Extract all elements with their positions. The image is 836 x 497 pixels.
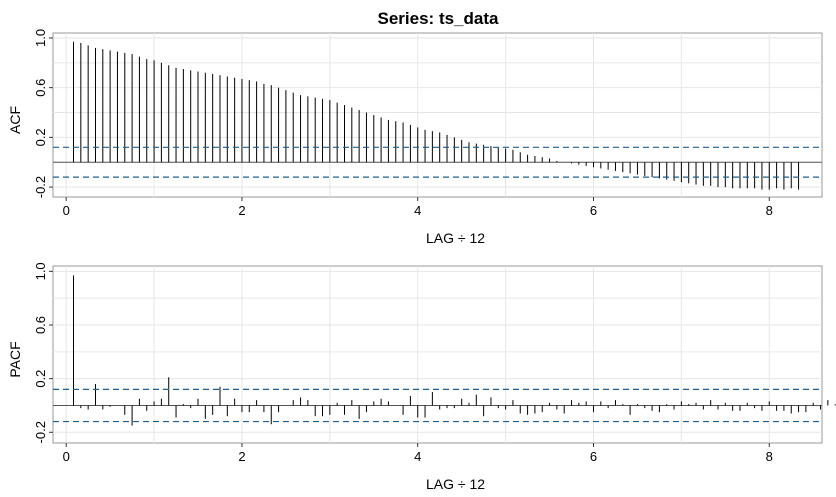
acf-panel: 0 2 4 6 8 -0.2 0.2 0.6 1.0 LAG ÷ 12 ACF	[7, 29, 823, 246]
acf-bars	[73, 41, 800, 190]
pacf-axis-ticks: 0 2 4 6 8 -0.2 0.2 0.6 1.0	[33, 262, 773, 464]
pacf-grid	[53, 266, 822, 443]
acf-x-tick-label: 8	[766, 203, 773, 218]
pacf-x-tick-label: 2	[238, 449, 245, 464]
pacf-y-tick-label: 0.2	[33, 370, 48, 388]
pacf-plot-frame	[52, 265, 823, 444]
acf-x-tick-label: 0	[63, 203, 70, 218]
figure-title: Series: ts_data	[378, 9, 499, 28]
pacf-x-tick-label: 4	[414, 449, 421, 464]
acf-y-tick-label: 0.6	[33, 79, 48, 97]
pacf-x-axis-label: LAG ÷ 12	[426, 476, 485, 492]
acf-y-axis-label: ACF	[7, 106, 23, 134]
acf-y-tick-label: 0.2	[33, 128, 48, 146]
pacf-x-tick-label: 0	[63, 449, 70, 464]
pacf-panel: 0 2 4 6 8 -0.2 0.2 0.6 1.0 LAG ÷ 12 PACF	[7, 262, 836, 492]
pacf-y-tick-label: -0.2	[33, 421, 48, 443]
acf-plot-frame	[52, 32, 823, 198]
acf-x-tick-label: 4	[414, 203, 421, 218]
pacf-x-tick-label: 8	[766, 449, 773, 464]
acf-grid	[53, 33, 822, 197]
pacf-y-tick-label: 0.6	[33, 316, 48, 334]
acf-axis-ticks: 0 2 4 6 8 -0.2 0.2 0.6 1.0	[33, 29, 773, 218]
acf-x-tick-label: 2	[238, 203, 245, 218]
pacf-x-tick-label: 6	[590, 449, 597, 464]
pacf-y-tick-label: 1.0	[33, 262, 48, 280]
acf-confidence-lines	[53, 146, 822, 178]
acf-y-tick-label: -0.2	[33, 176, 48, 198]
acf-y-tick-label: 1.0	[33, 29, 48, 47]
acf-x-axis-label: LAG ÷ 12	[426, 230, 485, 246]
pacf-bars	[73, 275, 836, 426]
acf-x-tick-label: 6	[590, 203, 597, 218]
pacf-y-axis-label: PACF	[7, 341, 23, 377]
pacf-confidence-lines	[53, 388, 822, 423]
